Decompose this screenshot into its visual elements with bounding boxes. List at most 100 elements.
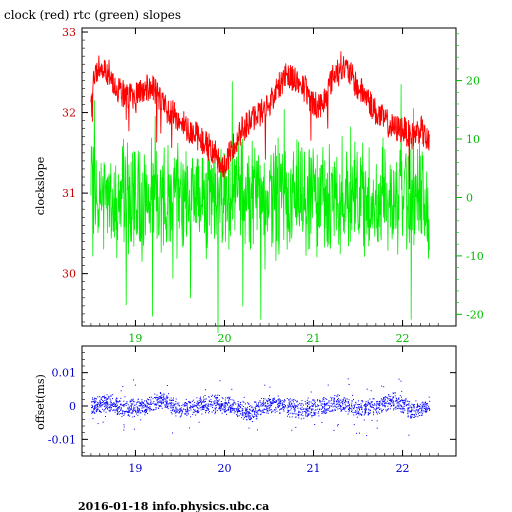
offset-data-point [269,401,271,403]
offset-data-point [346,398,348,400]
offset-data-point [216,403,218,405]
offset-data-point [376,412,378,414]
offset-data-point [116,400,118,402]
offset-data-point [410,411,412,413]
offset-data-point [146,405,148,407]
offset-data-point [187,410,189,412]
offset-data-point [262,405,264,407]
offset-data-point [340,399,342,401]
offset-data-point [213,410,214,412]
offset-data-point [390,401,392,403]
offset-data-point [336,395,338,397]
offset-data-point [331,399,333,401]
offset-data-point [365,409,367,411]
offset-data-point [243,396,245,398]
offset-data-point [301,406,303,408]
offset-data-point [264,398,266,400]
offset-data-point [308,400,310,402]
offset-data-point [149,406,151,408]
offset-data-point [340,406,342,407]
offset-data-point [157,403,159,405]
offset-data-point [256,405,258,407]
offset-data-point [337,425,339,427]
offset-data-point [250,418,252,420]
offset-data-point [339,403,341,405]
offset-data-point [136,411,138,413]
offset-data-point [180,408,181,410]
offset-data-point [376,420,378,422]
offset-data-point [394,400,396,402]
offset-data-point [348,384,350,385]
offset-data-point [299,411,301,413]
offset-data-point [242,406,244,407]
offset-data-point [106,401,108,402]
offset-data-point [197,404,199,406]
bottom-plot-axes: 19 20 21 220.010-0.01 [48,346,456,475]
offset-data-point [331,398,332,400]
offset-data-point [413,416,415,418]
offset-data-point [331,405,332,407]
offset-data-point [354,404,356,406]
offset-data-point [109,401,111,403]
offset-data-point [412,407,414,409]
top-x-tick-label: 20 [217,332,231,345]
offset-data-point [121,413,123,414]
offset-data-point [264,405,266,407]
offset-data-point [113,402,114,404]
offset-data-point [425,406,427,408]
offset-data-point [367,403,369,405]
offset-data-point [332,409,334,411]
offset-data-point [132,410,134,412]
offset-data-point [370,409,371,411]
offset-data-point [128,411,130,413]
offset-data-point [241,410,243,412]
offset-data-point [404,401,406,403]
offset-data-point [415,415,417,417]
offset-data-point [397,408,399,410]
offset-data-point [379,403,381,405]
offset-data-point [370,406,372,408]
offset-data-point [279,409,280,411]
offset-data-point [139,408,140,410]
offset-data-point [295,406,297,407]
offset-data-point [160,400,162,402]
offset-data-point [142,405,144,407]
offset-data-point [306,412,308,414]
top-x-tick-label: 22 [396,332,410,345]
offset-data-point [265,406,267,408]
offset-data-point [421,413,423,415]
offset-data-point [402,400,404,402]
offset-data-point [265,405,267,407]
offset-data-point [329,400,331,402]
offset-data-point [262,401,264,403]
offset-data-point [321,408,323,410]
offset-data-point [202,409,204,410]
offset-data-point [362,401,364,403]
offset-data-point [280,408,282,410]
offset-data-point [254,408,256,410]
offset-data-point [277,405,279,407]
offset-data-point [348,405,350,407]
offset-data-point [338,395,340,397]
offset-data-point [253,417,255,418]
offset-data-point [296,400,298,402]
offset-data-point [242,400,244,402]
offset-data-point [403,404,405,406]
offset-data-point [166,403,168,405]
offset-data-point [245,412,247,413]
offset-data-point [100,402,102,404]
offset-data-point [105,416,106,417]
offset-data-point [226,403,228,405]
offset-data-point [369,412,371,414]
offset-data-point [306,399,308,401]
offset-data-point [253,409,255,411]
offset-data-point [343,399,344,401]
offset-data-point [147,403,149,405]
offset-data-point [340,409,342,411]
offset-data-point [229,397,230,399]
offset-data-point [300,414,302,416]
offset-data-point [355,401,357,403]
offset-data-point [326,409,328,411]
offset-data-point [291,403,292,405]
offset-data-point [166,395,168,397]
